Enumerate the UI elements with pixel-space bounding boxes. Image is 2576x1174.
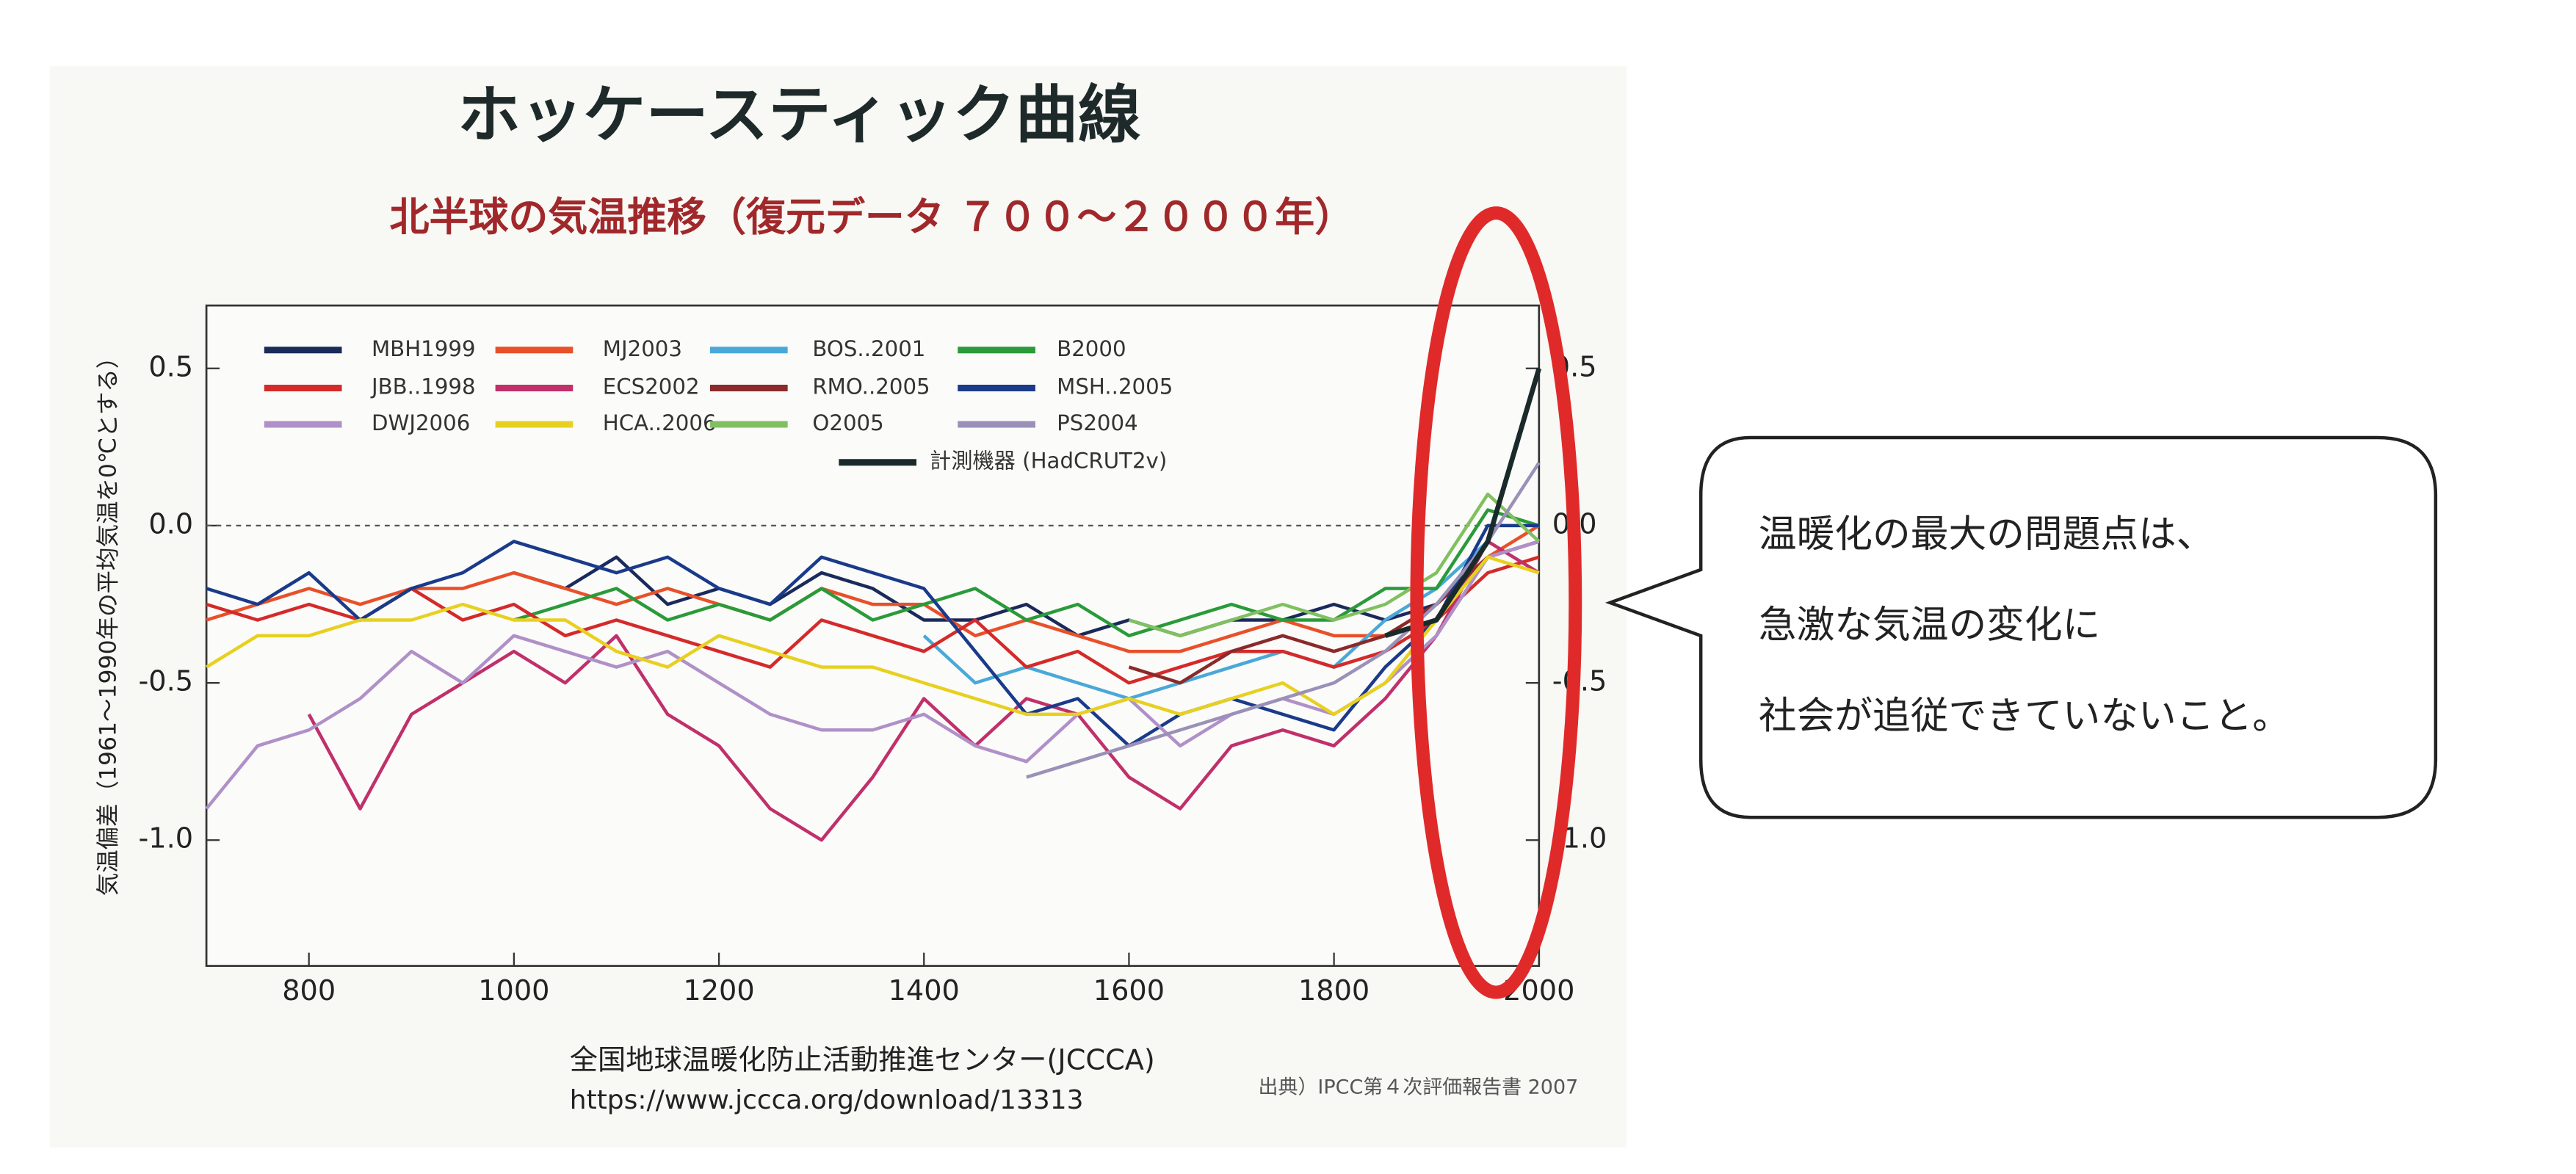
x-tick-label: 1000 — [478, 975, 549, 1007]
y-tick-label: -1.0 — [139, 823, 194, 855]
highlight-ellipse — [1410, 206, 1582, 999]
series-line — [205, 555, 1540, 717]
legend-label: RMO..2005 — [812, 374, 930, 399]
x-tick-label: 1400 — [889, 975, 960, 1007]
callout-text: 急激な気温の変化に — [1759, 604, 2100, 648]
legend-label: O2005 — [812, 410, 883, 435]
series-line — [513, 508, 1540, 638]
legend-label: HCA..2006 — [603, 410, 717, 435]
legend-label: PS2004 — [1057, 410, 1138, 435]
series-line — [307, 540, 1540, 842]
x-tick-label: 1800 — [1298, 975, 1370, 1007]
y-tick-label: 0.5 — [148, 351, 193, 383]
series-line — [1128, 540, 1540, 685]
legend-label: DWJ2006 — [372, 410, 470, 435]
legend-label: MBH1999 — [372, 336, 476, 361]
x-tick-label: 800 — [282, 975, 336, 1007]
series-line — [922, 540, 1489, 700]
y-tick-label: 0.0 — [148, 508, 193, 540]
chart-subtitle: 北半球の気温推移（復元データ ７００～２０００年） — [389, 194, 1354, 240]
series-line — [1026, 461, 1541, 779]
citation: 出典）IPCC第４次評価報告書 2007 — [1259, 1076, 1579, 1098]
legend-label: MSH..2005 — [1057, 374, 1173, 399]
y-axis-label: 気温偏差（1961～1990年の平均気温を0℃とする） — [95, 346, 121, 896]
series-line — [206, 555, 1540, 685]
x-tick-label: 1600 — [1093, 975, 1165, 1007]
callout-bubble — [1604, 435, 2438, 819]
legend-label: ECS2002 — [603, 374, 700, 399]
series-line — [205, 540, 1540, 810]
series-line — [513, 540, 1540, 638]
legend-label: JBB..1998 — [370, 374, 476, 399]
legend-label: 計測機器 (HadCRUT2v) — [930, 449, 1167, 474]
legend-label: B2000 — [1057, 336, 1126, 361]
chart-title: ホッケースティック曲線 — [457, 79, 1140, 151]
source: 全国地球温暖化防止活動推進センター(JCCCA) — [570, 1045, 1155, 1077]
legend-label: BOS..2001 — [812, 336, 925, 361]
series-line — [206, 523, 1540, 653]
source-url: https://www.jccca.org/download/13313 — [570, 1085, 1084, 1115]
callout-text: 社会が追従できていないこと。 — [1759, 694, 2290, 738]
x-tick-label: 1200 — [683, 975, 754, 1007]
series-line — [206, 523, 1539, 748]
y-tick-label: -0.5 — [139, 666, 194, 698]
legend-label: MJ2003 — [603, 336, 682, 361]
callout-text: 温暖化の最大の問題点は、 — [1759, 512, 2215, 557]
series-line — [1128, 492, 1541, 638]
